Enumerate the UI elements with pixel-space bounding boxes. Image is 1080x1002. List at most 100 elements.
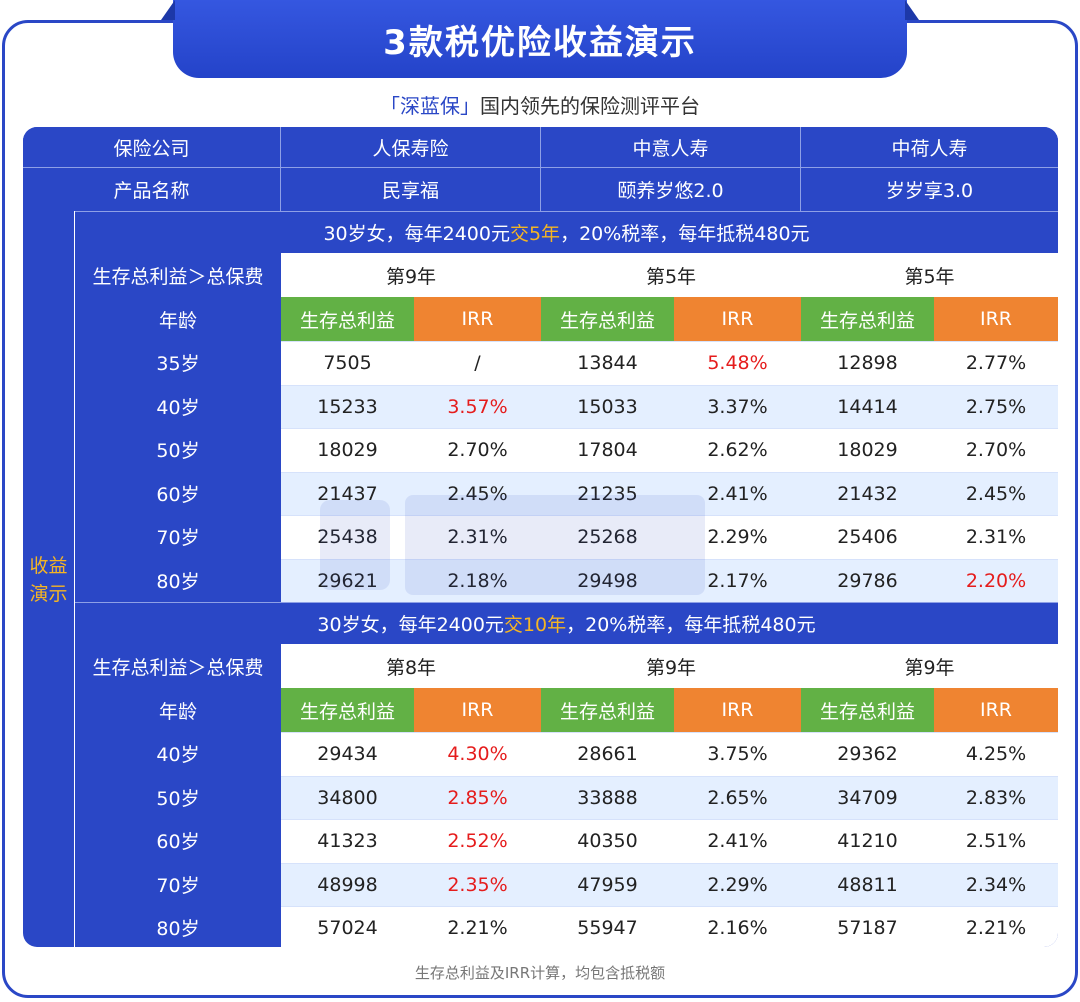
irr-value: 2.35%	[414, 862, 541, 906]
benefit-value: 40350	[541, 819, 674, 863]
breakeven-year: 第9年	[801, 644, 1058, 688]
product-name: 岁岁享3.0	[801, 168, 1058, 211]
benefit-value: 48811	[801, 862, 934, 906]
age-cell: 40岁	[75, 732, 281, 776]
benefit-value: 48998	[281, 862, 414, 906]
benefit-value: 14414	[801, 384, 934, 428]
benefit-value: 33888	[541, 775, 674, 819]
age-cell: 70岁	[75, 862, 281, 906]
irr-column-header: IRR	[934, 688, 1058, 732]
benefit-column-header: 生存总利益	[541, 688, 674, 732]
irr-value: /	[414, 341, 541, 385]
irr-value: 2.34%	[934, 862, 1058, 906]
irr-value: 2.41%	[674, 819, 801, 863]
irr-value: 2.20%	[934, 558, 1058, 602]
side-divider	[74, 211, 75, 947]
irr-value: 3.37%	[674, 384, 801, 428]
benefit-value: 55947	[541, 906, 674, 947]
irr-value: 2.70%	[934, 428, 1058, 472]
irr-value: 2.21%	[414, 906, 541, 947]
breakeven-year: 第8年	[281, 644, 541, 688]
irr-value: 2.70%	[414, 428, 541, 472]
breakeven-year: 第9年	[541, 644, 801, 688]
product-name: 民享福	[281, 168, 541, 211]
irr-value: 2.17%	[674, 558, 801, 602]
irr-value: 3.57%	[414, 384, 541, 428]
irr-value: 2.29%	[674, 862, 801, 906]
benefit-value: 7505	[281, 341, 414, 385]
irr-value: 2.45%	[934, 471, 1058, 515]
benefit-value: 21432	[801, 471, 934, 515]
benefit-column-header: 生存总利益	[541, 297, 674, 341]
page-title: 3款税优险收益演示	[173, 0, 907, 78]
age-cell: 60岁	[75, 471, 281, 515]
age-cell: 50岁	[75, 428, 281, 472]
irr-value: 2.18%	[414, 558, 541, 602]
benefit-value: 21437	[281, 471, 414, 515]
breakeven-label: 生存总利益＞总保费	[75, 644, 281, 688]
irr-column-header: IRR	[934, 297, 1058, 341]
banner-text: 30岁女，每年2400元	[317, 614, 504, 636]
irr-value: 2.83%	[934, 775, 1058, 819]
irr-column-header: IRR	[414, 297, 541, 341]
banner-text: 30岁女，每年2400元	[323, 223, 510, 245]
brand-name: 「深蓝保」	[380, 94, 480, 118]
section-banner: 30岁女，每年2400元 交5年 ，20%税率，每年抵税480元	[75, 211, 1058, 253]
benefit-value: 29786	[801, 558, 934, 602]
benefit-value: 25406	[801, 515, 934, 559]
irr-value: 2.62%	[674, 428, 801, 472]
company-name: 中意人寿	[541, 127, 801, 168]
benefit-value: 34800	[281, 775, 414, 819]
irr-value: 2.41%	[674, 471, 801, 515]
irr-value: 2.16%	[674, 906, 801, 947]
age-cell: 40岁	[75, 384, 281, 428]
irr-value: 2.31%	[934, 515, 1058, 559]
irr-column-header: IRR	[674, 688, 801, 732]
irr-value: 4.25%	[934, 732, 1058, 776]
irr-value: 2.29%	[674, 515, 801, 559]
irr-column-header: IRR	[674, 297, 801, 341]
footnote: 生存总利益及IRR计算，均包含抵税额	[414, 964, 666, 982]
banner-highlight: 交5年	[509, 223, 561, 245]
benefit-value: 28661	[541, 732, 674, 776]
age-cell: 60岁	[75, 819, 281, 863]
benefit-value: 25268	[541, 515, 674, 559]
irr-value: 2.85%	[414, 775, 541, 819]
age-cell: 70岁	[75, 515, 281, 559]
irr-value: 3.75%	[674, 732, 801, 776]
benefit-column-header: 生存总利益	[801, 297, 934, 341]
breakeven-year: 第5年	[801, 253, 1058, 297]
benefit-value: 34709	[801, 775, 934, 819]
irr-value: 2.52%	[414, 819, 541, 863]
banner-highlight: 交10年	[503, 614, 567, 636]
benefit-value: 18029	[801, 428, 934, 472]
irr-value: 5.48%	[674, 341, 801, 385]
irr-value: 4.30%	[414, 732, 541, 776]
breakeven-label: 生存总利益＞总保费	[75, 253, 281, 297]
benefit-value: 57024	[281, 906, 414, 947]
irr-value: 2.75%	[934, 384, 1058, 428]
age-cell: 50岁	[75, 775, 281, 819]
benefit-value: 29498	[541, 558, 674, 602]
benefit-column-header: 生存总利益	[801, 688, 934, 732]
benefit-value: 17804	[541, 428, 674, 472]
side-label: 收益 演示	[29, 555, 68, 606]
benefit-value: 29434	[281, 732, 414, 776]
benefit-value: 57187	[801, 906, 934, 947]
age-cell: 35岁	[75, 341, 281, 385]
company-name: 中荷人寿	[801, 127, 1058, 168]
irr-value: 2.31%	[414, 515, 541, 559]
subtitle: 「深蓝保」国内领先的保险测评平台	[0, 90, 1080, 120]
irr-value: 2.65%	[674, 775, 801, 819]
age-label: 年龄	[75, 297, 281, 341]
irr-value: 2.77%	[934, 341, 1058, 385]
benefit-value: 12898	[801, 341, 934, 385]
irr-value: 2.51%	[934, 819, 1058, 863]
product-name: 颐养岁悠2.0	[541, 168, 801, 211]
benefit-value: 41210	[801, 819, 934, 863]
age-cell: 80岁	[75, 558, 281, 602]
breakeven-year: 第5年	[541, 253, 801, 297]
subtitle-text: 国内领先的保险测评平台	[480, 94, 700, 118]
company-label: 保险公司	[23, 127, 281, 168]
irr-column-header: IRR	[414, 688, 541, 732]
